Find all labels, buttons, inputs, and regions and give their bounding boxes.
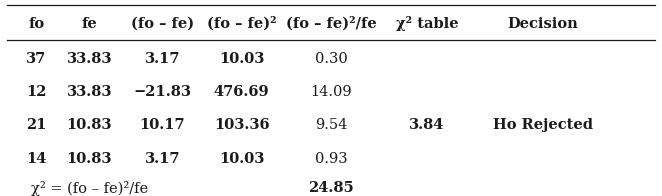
Text: 10.83: 10.83: [67, 152, 112, 166]
Text: 37: 37: [26, 52, 46, 66]
Text: 0.30: 0.30: [314, 52, 348, 66]
Text: 3.17: 3.17: [144, 152, 180, 166]
Text: (fo – fe): (fo – fe): [130, 16, 194, 31]
Text: 3.84: 3.84: [409, 118, 445, 132]
Text: fo: fo: [28, 16, 44, 31]
Text: −21.83: −21.83: [133, 85, 191, 99]
Text: 103.36: 103.36: [214, 118, 269, 132]
Text: 10.03: 10.03: [219, 52, 264, 66]
Text: 14.09: 14.09: [310, 85, 352, 99]
Text: 33.83: 33.83: [67, 52, 112, 66]
Text: 0.93: 0.93: [314, 152, 348, 166]
Text: 12: 12: [26, 85, 46, 99]
Text: χ² = (fo – fe)²/fe: χ² = (fo – fe)²/fe: [31, 181, 148, 196]
Text: 14: 14: [26, 152, 46, 166]
Text: (fo – fe)²: (fo – fe)²: [207, 16, 277, 31]
Text: 3.17: 3.17: [144, 52, 180, 66]
Text: 9.54: 9.54: [315, 118, 347, 132]
Text: 476.69: 476.69: [214, 85, 269, 99]
Text: 10.17: 10.17: [140, 118, 185, 132]
Text: 33.83: 33.83: [67, 85, 112, 99]
Text: 21: 21: [26, 118, 46, 132]
Text: (fo – fe)²/fe: (fo – fe)²/fe: [285, 16, 377, 31]
Text: χ² table: χ² table: [396, 16, 458, 31]
Text: 10.83: 10.83: [67, 118, 112, 132]
Text: 10.03: 10.03: [219, 152, 264, 166]
Text: 24.85: 24.85: [308, 181, 354, 195]
Text: Decision: Decision: [508, 16, 578, 31]
Text: fe: fe: [81, 16, 97, 31]
Text: Ho Rejected: Ho Rejected: [493, 118, 593, 132]
